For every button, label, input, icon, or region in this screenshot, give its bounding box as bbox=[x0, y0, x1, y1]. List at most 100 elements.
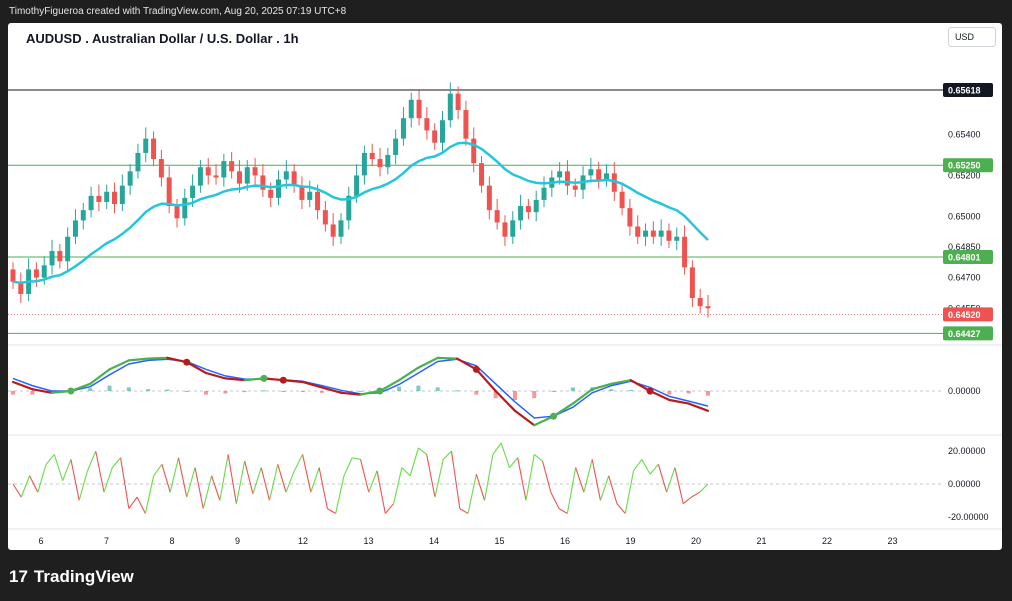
macd-histogram-bar bbox=[570, 387, 575, 391]
macd-histogram-bar bbox=[11, 391, 15, 395]
oscillator-segment bbox=[509, 457, 519, 468]
macd-line-segment bbox=[455, 357, 478, 371]
oscillator-segment bbox=[235, 460, 246, 504]
oscillator-tick-label: 0.00000 bbox=[948, 479, 981, 489]
candle bbox=[260, 175, 266, 190]
oscillator-segment bbox=[252, 467, 262, 495]
candle bbox=[369, 152, 375, 160]
macd-histogram-bar bbox=[686, 391, 691, 394]
crossover-dot bbox=[376, 387, 384, 395]
oscillator-segment bbox=[459, 508, 469, 514]
candle bbox=[525, 206, 531, 213]
oscillator-segment bbox=[649, 463, 659, 475]
candle bbox=[205, 167, 211, 176]
level-label-box bbox=[943, 326, 993, 341]
x-axis-date-label: 21 bbox=[756, 536, 766, 546]
macd-tick-label: 0.00000 bbox=[948, 386, 981, 396]
oscillator-segment bbox=[78, 470, 88, 501]
macd-histogram-bar bbox=[512, 391, 517, 400]
macd-line-segment bbox=[340, 391, 362, 396]
candle bbox=[611, 173, 617, 192]
oscillator-segment bbox=[70, 459, 80, 501]
candle bbox=[330, 224, 336, 237]
oscillator-segment bbox=[219, 454, 229, 501]
macd-histogram-bar bbox=[551, 391, 556, 392]
price-tick-label: 0.64700 bbox=[948, 273, 981, 283]
candle bbox=[112, 191, 118, 205]
candle bbox=[494, 210, 500, 223]
candle bbox=[57, 251, 63, 262]
oscillator-segment bbox=[136, 496, 146, 514]
candle bbox=[541, 187, 547, 200]
candle bbox=[361, 152, 367, 176]
candle bbox=[385, 154, 391, 168]
candle bbox=[65, 236, 71, 262]
candle bbox=[127, 171, 133, 186]
oscillator-segment bbox=[335, 475, 345, 514]
oscillator-segment bbox=[153, 463, 163, 477]
x-axis-date-label: 7 bbox=[104, 536, 109, 546]
macd-line-segment bbox=[648, 389, 671, 402]
macd-histogram-bar bbox=[358, 391, 363, 392]
currency-button[interactable]: USD bbox=[948, 27, 996, 47]
level-label-box bbox=[943, 82, 993, 97]
candle bbox=[283, 171, 289, 180]
candle bbox=[588, 169, 594, 176]
oscillator-segment bbox=[144, 475, 155, 514]
candle bbox=[596, 169, 602, 180]
x-axis-date-label: 9 bbox=[235, 536, 240, 546]
macd-line-segment bbox=[11, 380, 34, 391]
oscillator-segment bbox=[575, 467, 585, 493]
macd-line-segment bbox=[533, 415, 555, 427]
crossover-dot bbox=[279, 376, 287, 384]
oscillator-segment bbox=[86, 450, 97, 472]
macd-histogram-bar bbox=[628, 389, 633, 391]
candle bbox=[307, 191, 313, 200]
candle bbox=[96, 195, 102, 202]
candle bbox=[174, 206, 180, 219]
crossover-dot bbox=[183, 358, 191, 366]
candle bbox=[315, 191, 321, 211]
candle bbox=[432, 130, 438, 143]
candle bbox=[268, 189, 274, 198]
oscillator-segment bbox=[103, 467, 113, 493]
candle bbox=[510, 220, 516, 237]
oscillator-segment bbox=[45, 454, 55, 465]
candle bbox=[455, 93, 461, 111]
candle bbox=[18, 281, 24, 294]
oscillator-segment bbox=[666, 467, 676, 493]
oscillator-segment bbox=[244, 460, 254, 494]
oscillator-segment bbox=[376, 470, 386, 514]
oscillator-segment bbox=[120, 457, 130, 509]
candle bbox=[33, 269, 39, 278]
candle bbox=[447, 93, 453, 121]
oscillator-segment bbox=[359, 459, 370, 493]
macd-histogram-bar bbox=[435, 387, 440, 391]
candle bbox=[213, 175, 219, 178]
oscillator-segment bbox=[624, 470, 635, 514]
oscillator-segment bbox=[566, 467, 577, 514]
candle bbox=[666, 230, 672, 241]
oscillator-segment bbox=[327, 508, 336, 514]
macd-histogram-bar bbox=[204, 391, 209, 395]
oscillator-segment bbox=[633, 459, 643, 472]
level-label: 0.65618 bbox=[948, 85, 981, 95]
candle bbox=[689, 267, 695, 299]
candle bbox=[80, 210, 86, 221]
oscillator-segment bbox=[599, 475, 610, 501]
oscillator-segment bbox=[475, 473, 486, 501]
oscillator-segment bbox=[583, 459, 593, 493]
attribution-text: TimothyFigueroa created with TradingView… bbox=[9, 6, 347, 17]
price-tick-label: 0.65400 bbox=[948, 130, 981, 140]
macd-line-segment bbox=[513, 409, 536, 427]
oscillator-segment bbox=[401, 467, 411, 477]
macd-line-segment bbox=[417, 356, 439, 369]
signal-line bbox=[12, 358, 709, 419]
candle bbox=[41, 265, 47, 278]
oscillator-segment bbox=[169, 457, 180, 493]
crossover-dot bbox=[472, 365, 480, 373]
chart-canvas[interactable]: 0.65400 0.65200 0.65000 0.64850 0.64700 0.645… bbox=[8, 23, 1002, 550]
crossover-dot bbox=[646, 387, 654, 395]
candle bbox=[463, 110, 469, 139]
macd-histogram-bar bbox=[281, 391, 286, 392]
